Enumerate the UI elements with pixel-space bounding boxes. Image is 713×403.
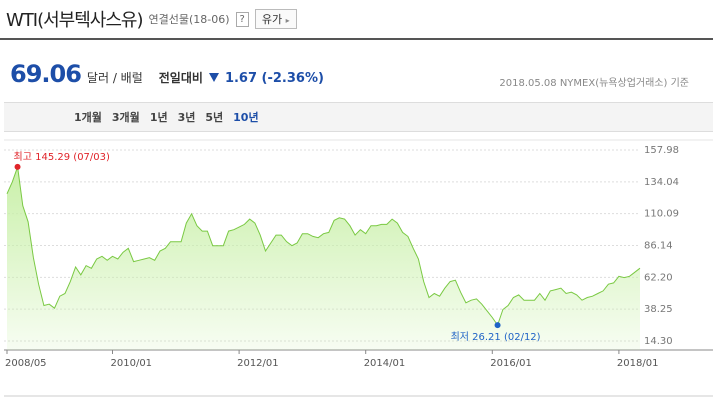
price: 69.06 [10, 60, 82, 88]
period-tab[interactable]: 3년 [177, 111, 196, 124]
period-tab[interactable]: 1년 [149, 111, 168, 124]
y-tick-label: 134.04 [644, 177, 679, 188]
down-icon [208, 73, 219, 82]
date-source: 2018.05.08 NYMEX(뉴욕상업거래소) 기준 [499, 78, 689, 89]
help-button[interactable]: ? [235, 11, 249, 27]
area [7, 166, 640, 350]
oil-button-label: 유가 [261, 13, 283, 26]
divider [0, 38, 713, 40]
x-tick-label: 2018/01 [617, 358, 659, 369]
period-tab[interactable]: 10년 [233, 111, 259, 124]
y-tick-label: 86.14 [644, 241, 673, 252]
arrow-icon: ▸ [285, 16, 290, 25]
y-tick-label: 110.09 [644, 209, 679, 220]
y-tick-label: 62.20 [644, 272, 673, 283]
period-tabs: 1개월 3개월 1년 3년 5년 10년 [4, 102, 713, 132]
annotation-label: 최고 145.29 (07/03) [14, 151, 110, 163]
annotation-dot [494, 322, 501, 329]
period-tab[interactable]: 5년 [205, 111, 224, 124]
annotation-dot [14, 163, 21, 170]
y-tick-label: 157.98 [644, 145, 679, 156]
period-tab[interactable]: 3개월 [111, 111, 140, 124]
y-tick-label: 38.25 [644, 304, 673, 315]
contract: 연결선물(18-06) [148, 13, 230, 26]
oil-button[interactable]: 유가 ▸ [254, 9, 297, 29]
header: WTI(서부텍사스유) 연결선물(18-06) ? 유가 ▸ [6, 6, 297, 32]
change-label: 전일대비 [158, 71, 203, 85]
title: WTI(서부텍사스유) [6, 10, 144, 31]
period-tab[interactable]: 1개월 [74, 111, 102, 124]
x-tick-label: 2014/01 [364, 358, 406, 369]
annotation-label: 최저 26.21 (02/12) [451, 331, 541, 343]
change: 1.67 (-2.36%) [224, 71, 324, 86]
x-tick-label: 2012/01 [237, 358, 279, 369]
line [6, 166, 641, 327]
unit: 달러 / 배럴 [86, 71, 143, 85]
x-tick-label: 2010/01 [111, 358, 153, 369]
x-tick-label: 2008/05 [5, 358, 47, 369]
price-row: 69.06 달러 / 배럴 전일대비 1.67 (-2.36%) [10, 60, 324, 88]
x-tick-label: 2016/01 [490, 358, 532, 369]
y-tick-label: 14.30 [644, 336, 673, 347]
